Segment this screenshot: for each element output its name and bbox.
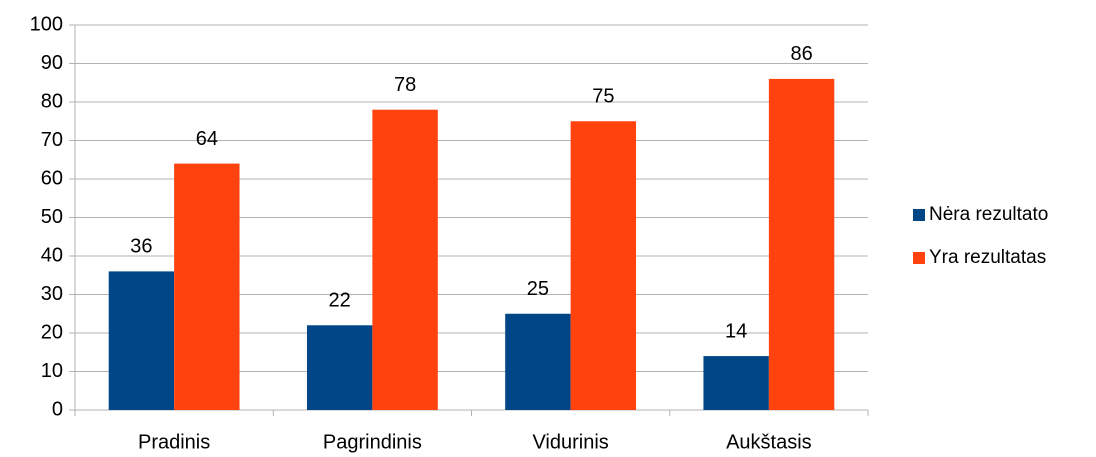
y-tick-label: 80	[41, 90, 63, 112]
bar	[372, 109, 438, 410]
x-tick-label: Pradinis	[138, 431, 210, 453]
legend-swatch	[913, 252, 925, 264]
legend-label: Yra rezultatas	[929, 247, 1046, 268]
bar	[768, 78, 835, 411]
bar	[306, 325, 373, 410]
data-label: 75	[592, 86, 614, 108]
y-tick-label: 90	[41, 52, 63, 74]
y-tick-label: 0	[52, 398, 63, 420]
y-tick-label: 40	[41, 244, 63, 266]
y-tick-label: 50	[41, 206, 63, 228]
data-label: 78	[394, 74, 416, 96]
data-label: 64	[196, 128, 218, 150]
y-tick-label: 100	[30, 13, 63, 35]
y-tick-label: 70	[41, 129, 63, 151]
y-tick-label: 10	[41, 360, 63, 382]
y-tick-label: 30	[41, 283, 63, 305]
y-tick-label: 20	[41, 321, 63, 343]
x-tick-label: Pagrindinis	[323, 431, 422, 453]
bar	[703, 356, 769, 410]
legend-swatch	[913, 209, 925, 221]
x-tick-label: Vidurinis	[532, 431, 608, 453]
bar	[174, 163, 240, 410]
x-tick-label: Aukštasis	[726, 431, 812, 453]
legend-label: Nėra rezultato	[929, 204, 1048, 225]
data-label: 25	[527, 278, 549, 300]
data-label: 86	[790, 43, 812, 65]
bar	[570, 121, 637, 410]
data-label: 22	[329, 290, 351, 312]
bar	[505, 313, 571, 410]
data-label: 36	[130, 236, 152, 258]
y-tick-label: 60	[41, 167, 63, 189]
bar	[108, 271, 175, 410]
data-label: 14	[725, 320, 747, 342]
